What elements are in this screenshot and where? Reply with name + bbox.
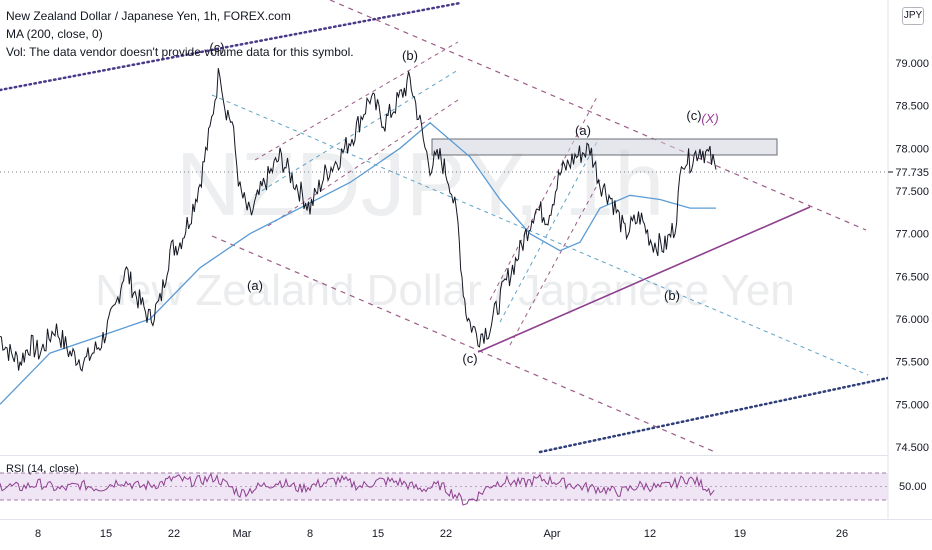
- wave-label-c2: (c): [686, 108, 701, 123]
- time-axis-tick-label: 15: [100, 528, 112, 540]
- price-axis-tick-label: 74.500: [895, 442, 929, 454]
- price-axis-tick-label: 76.000: [895, 314, 929, 326]
- rising-channel-upper: [254, 41, 459, 161]
- time-axis-tick-label: 15: [372, 528, 384, 540]
- last-price-label: 77.735: [895, 167, 929, 179]
- price-axis-tick-label: 75.000: [895, 399, 929, 411]
- currency-badge[interactable]: JPY: [902, 7, 924, 25]
- dashed-channel-mid: [211, 94, 869, 376]
- wave-label-c-bottom: (c): [462, 351, 477, 366]
- chart-title: New Zealand Dollar / Japanese Yen, 1h, F…: [6, 9, 291, 23]
- price-axis-tick-label: 78.500: [895, 101, 929, 113]
- resistance-zone: [431, 138, 778, 156]
- price-axis-tick-label: 75.500: [895, 357, 929, 369]
- rsi-line: [0, 472, 715, 506]
- vol-legend[interactable]: Vol: The data vendor doesn't provide vol…: [6, 45, 354, 59]
- wave-label-c-top: (c): [209, 40, 224, 55]
- time-axis-tick-label: 22: [168, 528, 180, 540]
- time-axis-tick-label: 8: [307, 528, 313, 540]
- time-axis-tick-label: 19: [734, 528, 746, 540]
- price-axis-tick-label: 77.000: [895, 229, 929, 241]
- time-axis-tick-label: Mar: [233, 528, 252, 540]
- time-axis-tick-label: 26: [836, 528, 848, 540]
- last-price-badge: [890, 164, 932, 180]
- price-axis-tick-label: 77.500: [895, 186, 929, 198]
- dotted-trendline-bottom: [538, 376, 888, 454]
- wave-label-a2: (a): [575, 123, 591, 138]
- watermark-name: New Zealand Dollar / Japanese Yen: [95, 266, 795, 315]
- time-axis-tick-label: 22: [440, 528, 452, 540]
- wave-label-x2: (X): [701, 111, 718, 126]
- rsi-legend[interactable]: RSI (14, close): [6, 463, 79, 475]
- rsi-level-label: 50.00: [899, 481, 927, 493]
- price-axis-tick-label: 79.000: [895, 58, 929, 70]
- rising-channel2-upper: [489, 94, 599, 301]
- wave-label-a1: (a): [247, 278, 263, 293]
- price-axis-tick-label: 76.500: [895, 271, 929, 283]
- price-line: [0, 68, 717, 372]
- time-axis-tick-label: 8: [35, 528, 41, 540]
- dotted-trendline-top: [0, 1, 462, 92]
- rising-channel-lower: [267, 99, 459, 227]
- time-axis-tick-label: 12: [644, 528, 656, 540]
- wave-label-b2: (b): [664, 288, 680, 303]
- wave-label-b1: (b): [402, 48, 418, 63]
- ma-line: [0, 121, 716, 405]
- ma-legend[interactable]: MA (200, close, 0): [6, 27, 103, 41]
- dashed-channel-lower: [211, 235, 716, 453]
- time-axis-tick-label: Apr: [543, 528, 560, 540]
- rising-channel2-mid: [499, 139, 599, 323]
- price-axis-tick-label: 78.000: [895, 143, 929, 155]
- dashed-channel-upper: [329, 0, 867, 231]
- support-trendline: [477, 206, 811, 353]
